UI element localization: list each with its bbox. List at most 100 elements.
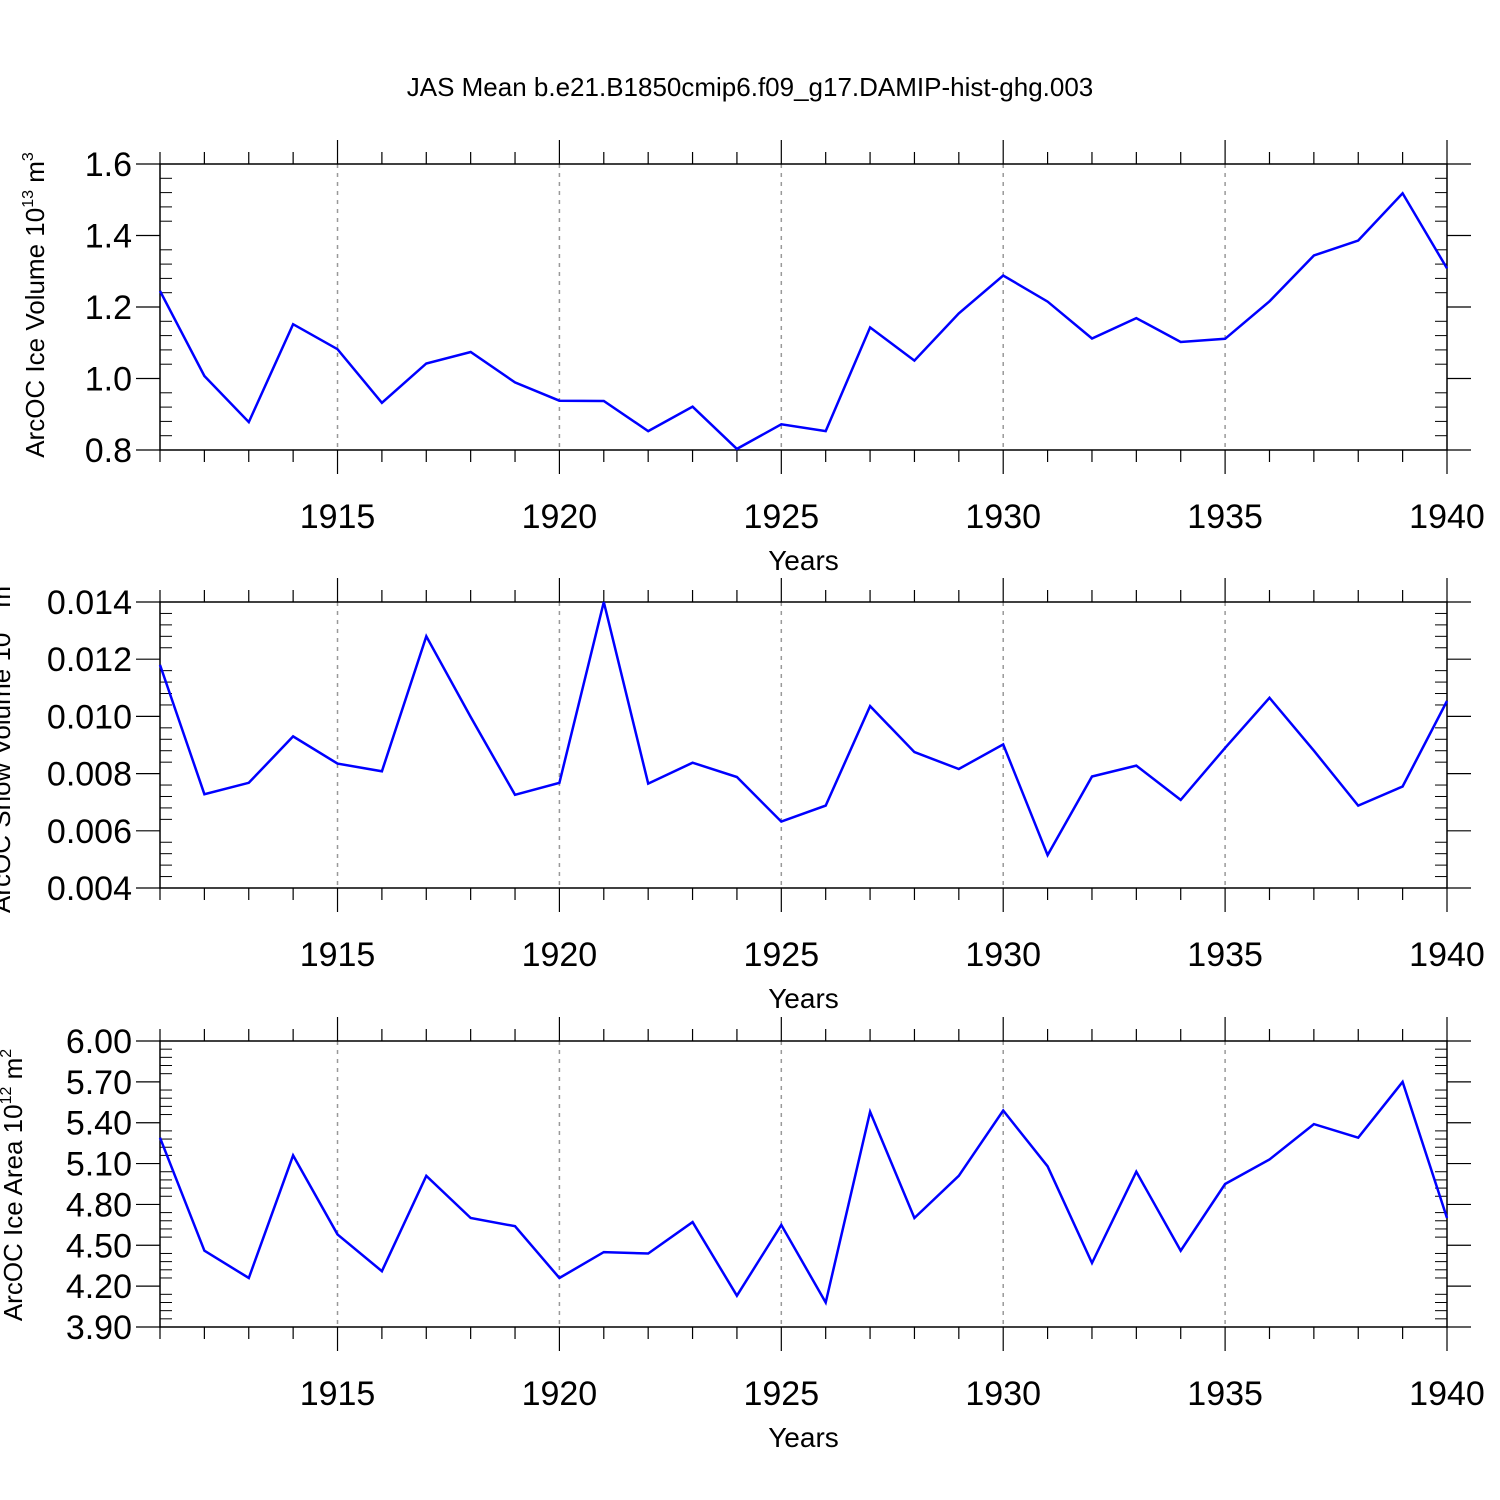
data-point	[557, 781, 561, 785]
data-point	[1401, 784, 1405, 788]
data-point	[691, 405, 695, 409]
y-axis-title-unit: m	[0, 1058, 28, 1087]
y-axis-title-text: ArcOC Snow Volume 10	[0, 633, 16, 913]
data-point	[1312, 254, 1316, 258]
y-axis-title-exponent: 13	[20, 190, 37, 208]
x-tick-label: 1920	[522, 498, 598, 536]
chart-title: JAS Mean b.e21.B1850cmip6.f09_g17.DAMIP-…	[407, 72, 1094, 102]
data-point	[1046, 853, 1050, 857]
data-point	[646, 429, 650, 433]
data-point	[824, 1300, 828, 1304]
data-point	[824, 429, 828, 433]
data-point	[735, 775, 739, 779]
data-point	[1356, 804, 1360, 808]
x-tick-label: 1925	[743, 498, 819, 536]
data-point	[602, 399, 606, 403]
data-point	[1445, 266, 1449, 270]
data-point	[957, 311, 961, 315]
x-tick-label: 1915	[300, 936, 376, 974]
data-point	[1001, 274, 1005, 278]
data-point	[469, 1216, 473, 1220]
data-point	[1312, 749, 1316, 753]
x-tick-label: 1930	[965, 936, 1041, 974]
series-line	[158, 191, 1449, 451]
x-tick-label: 1915	[300, 498, 376, 536]
plot-frame	[159, 163, 1448, 451]
data-point	[247, 420, 251, 424]
data-point	[1134, 764, 1138, 768]
data-point	[1179, 340, 1183, 344]
data-point	[1134, 316, 1138, 320]
data-point	[602, 600, 606, 604]
data-point	[1046, 1164, 1050, 1168]
y-axis-title-group: ArcOC Ice Area 1012 m2	[0, 1049, 28, 1321]
y-tick-label: 4.20	[66, 1268, 132, 1306]
data-point	[1223, 337, 1227, 341]
y-tick-label: 1.6	[85, 146, 132, 184]
data-point	[247, 1276, 251, 1280]
data-point	[868, 1110, 872, 1114]
y-tick-label: 1.2	[85, 289, 132, 327]
data-point	[646, 1251, 650, 1255]
x-tick-label: 1920	[522, 936, 598, 974]
y-axis-title-exponent: 12	[0, 1087, 15, 1105]
data-point	[1090, 1261, 1094, 1265]
y-axis-title-unit: m	[0, 586, 16, 615]
data-point	[912, 359, 916, 363]
x-tick-label: 1925	[743, 936, 819, 974]
data-point	[424, 634, 428, 638]
plot-frame	[159, 601, 1448, 889]
y-axis-title: ArcOC Ice Area 1012 m2	[0, 1049, 28, 1321]
data-point	[691, 1220, 695, 1224]
chart-panel-3: 3.904.204.504.805.105.405.706.00 1915 1920…	[0, 1017, 1485, 1453]
data-point	[1401, 1080, 1405, 1084]
data-point	[336, 347, 340, 351]
data-point	[1179, 1249, 1183, 1253]
x-axis-title: Years	[768, 545, 839, 576]
y-tick-label: 3.90	[66, 1309, 132, 1347]
data-point	[1401, 191, 1405, 195]
data-point	[424, 1174, 428, 1178]
data-point	[1312, 1122, 1316, 1126]
x-tick-label: 1930	[965, 498, 1041, 536]
data-point	[868, 704, 872, 708]
y-axis-title-unit: m	[20, 161, 50, 190]
x-tick-label: 1930	[965, 1375, 1041, 1413]
y-axis-title-exponent: 13	[0, 615, 3, 633]
data-point	[1090, 336, 1094, 340]
data-point	[202, 792, 206, 796]
y-tick-label: 0.008	[47, 756, 132, 794]
data-point	[1445, 1216, 1449, 1220]
data-point	[557, 399, 561, 403]
data-point	[291, 1153, 295, 1157]
data-point	[158, 289, 162, 293]
x-tick-label: 1940	[1409, 936, 1485, 974]
data-point	[557, 1276, 561, 1280]
data-point	[158, 1136, 162, 1140]
data-point	[779, 422, 783, 426]
data-point	[1001, 742, 1005, 746]
series-line	[158, 1079, 1449, 1306]
data-point	[1445, 699, 1449, 703]
data-point	[1001, 1108, 1005, 1112]
data-point	[1134, 1170, 1138, 1174]
y-axis-title-unit-exponent: 3	[0, 577, 3, 586]
data-point	[1223, 746, 1227, 750]
x-tick-label: 1935	[1187, 1375, 1263, 1413]
data-point	[202, 1249, 206, 1253]
y-tick-label: 0.012	[47, 641, 132, 679]
data-point	[868, 325, 872, 329]
y-tick-label: 0.004	[47, 870, 132, 908]
data-point	[513, 380, 517, 384]
y-tick-label: 5.40	[66, 1105, 132, 1143]
y-axis-title-unit-exponent: 3	[20, 152, 37, 161]
x-tick-label: 1935	[1187, 498, 1263, 536]
data-point	[380, 401, 384, 405]
x-tick-label: 1925	[743, 1375, 819, 1413]
y-tick-label: 0.8	[85, 432, 132, 470]
data-point	[912, 750, 916, 754]
data-point	[1356, 239, 1360, 243]
data-point	[824, 804, 828, 808]
y-tick-label: 0.014	[47, 584, 132, 622]
